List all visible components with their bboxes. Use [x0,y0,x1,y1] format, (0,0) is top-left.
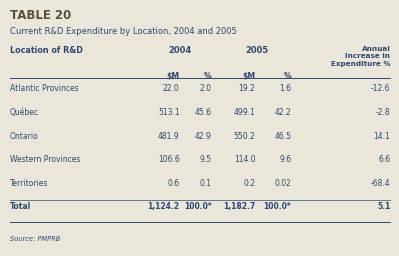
Text: Territories: Territories [10,179,48,188]
Text: 1.6: 1.6 [279,84,291,93]
Text: 22.0: 22.0 [163,84,180,93]
Text: 19.2: 19.2 [239,84,255,93]
Text: 0.1: 0.1 [200,179,211,188]
Text: 9.5: 9.5 [200,155,211,164]
Text: Ontario: Ontario [10,132,39,141]
Text: 100.0*: 100.0* [184,202,211,211]
Text: 2.0: 2.0 [200,84,211,93]
Text: Source: PMPRB: Source: PMPRB [10,236,60,242]
Text: -12.6: -12.6 [371,84,390,93]
Text: 46.5: 46.5 [274,132,291,141]
Text: Québec: Québec [10,108,39,117]
Text: Atlantic Provinces: Atlantic Provinces [10,84,79,93]
Text: 6.6: 6.6 [378,155,390,164]
Text: 114.0: 114.0 [234,155,255,164]
Text: 499.1: 499.1 [233,108,255,117]
Text: 5.1: 5.1 [377,202,390,211]
Text: 513.1: 513.1 [158,108,180,117]
Text: 0.2: 0.2 [243,179,255,188]
Text: Annual
Increase in
Expenditure %: Annual Increase in Expenditure % [331,46,390,67]
Text: 45.6: 45.6 [194,108,211,117]
Text: $M: $M [242,72,255,81]
Text: 9.6: 9.6 [279,155,291,164]
Text: %: % [284,72,291,81]
Text: 2004: 2004 [168,46,191,55]
Text: 100.0*: 100.0* [263,202,291,211]
Text: 1,124.2: 1,124.2 [148,202,180,211]
Text: -2.8: -2.8 [375,108,390,117]
Text: $M: $M [166,72,180,81]
Text: Total: Total [10,202,31,211]
Text: Location of R&D: Location of R&D [10,46,83,55]
Text: 550.2: 550.2 [233,132,255,141]
Text: 0.6: 0.6 [168,179,180,188]
Text: 42.2: 42.2 [275,108,291,117]
Text: Western Provinces: Western Provinces [10,155,80,164]
Text: 106.6: 106.6 [158,155,180,164]
Text: 14.1: 14.1 [373,132,390,141]
Text: -68.4: -68.4 [371,179,390,188]
Text: 481.9: 481.9 [158,132,180,141]
Text: TABLE 20: TABLE 20 [10,9,71,22]
Text: 0.02: 0.02 [275,179,291,188]
Text: 42.9: 42.9 [195,132,211,141]
Text: %: % [204,72,211,81]
Text: 1,182.7: 1,182.7 [223,202,255,211]
Text: Current R&D Expenditure by Location, 2004 and 2005: Current R&D Expenditure by Location, 200… [10,27,237,36]
Text: 2005: 2005 [246,46,269,55]
